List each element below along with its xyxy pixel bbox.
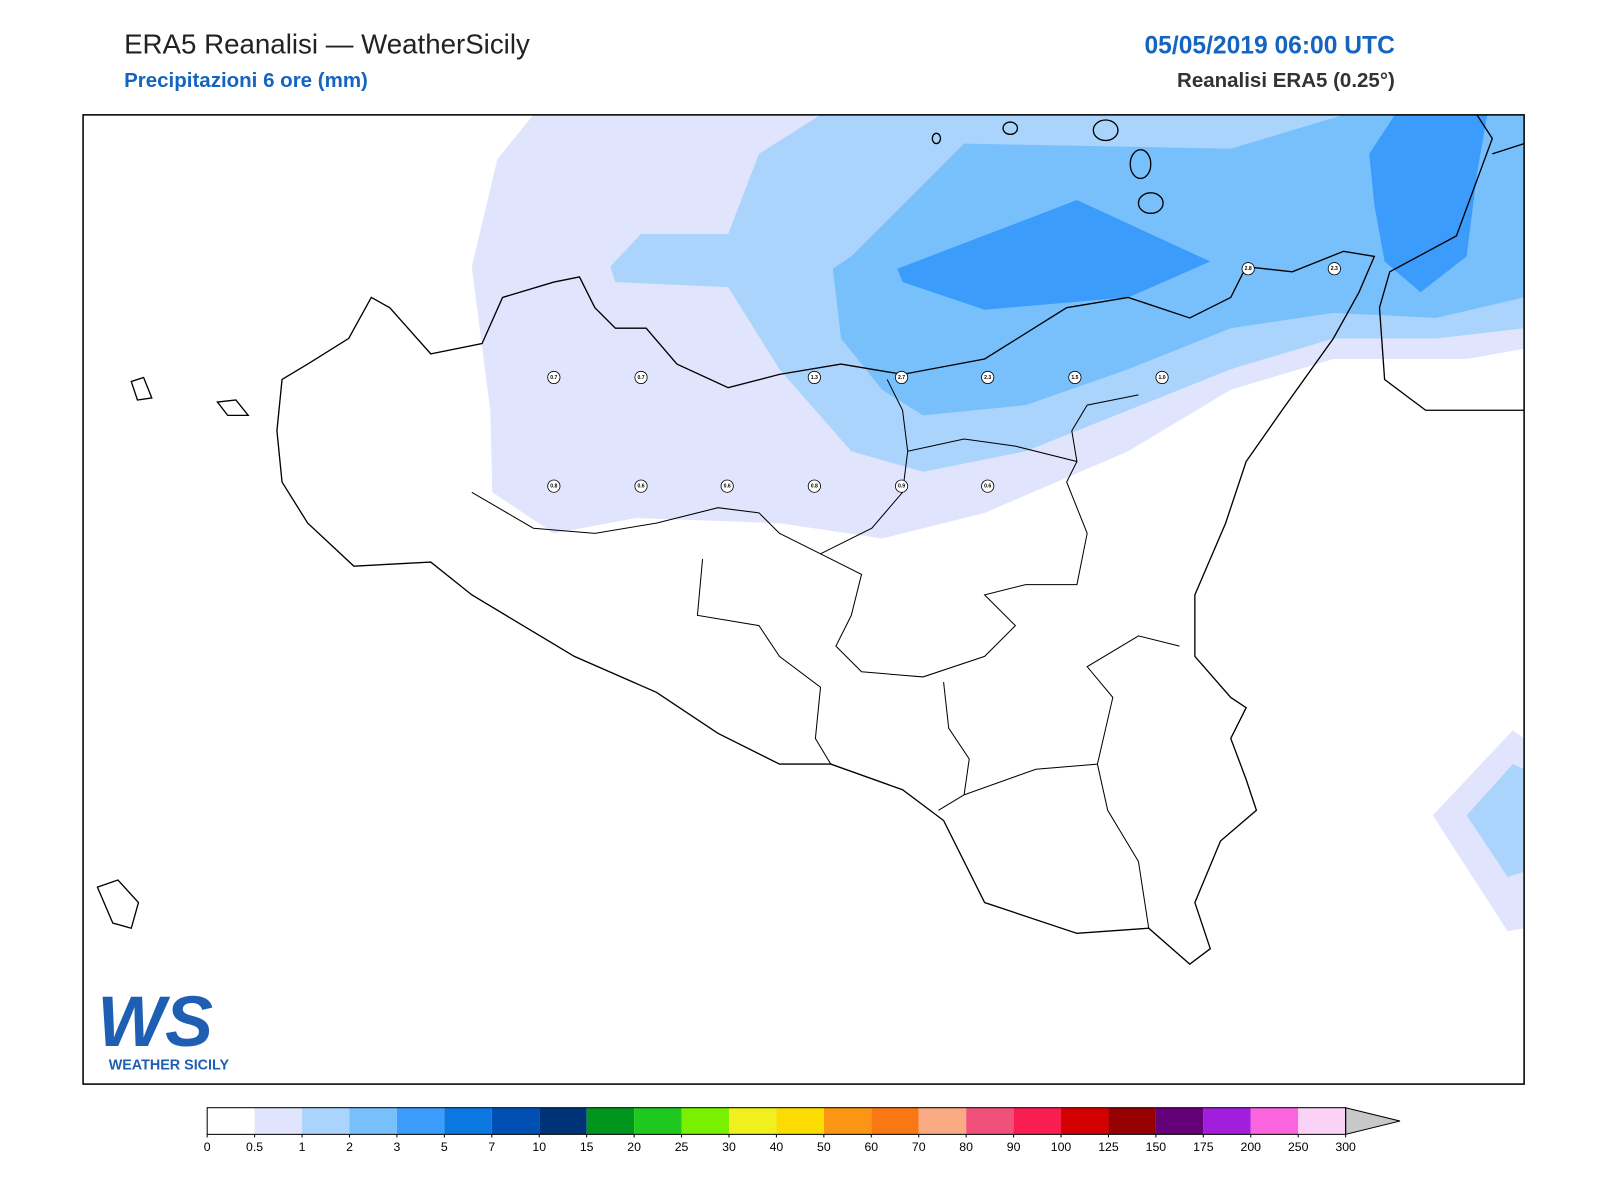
datetime: 05/05/2019 06:00 UTC [1144, 32, 1395, 59]
colorbar-bin [1250, 1107, 1299, 1135]
colorbar-bin [349, 1107, 397, 1135]
station-value: 0.6 [724, 484, 731, 490]
colorbar-bin [966, 1107, 1014, 1135]
station-value: 2.3 [1331, 266, 1338, 272]
colorbar-tick-label: 10 [532, 1140, 546, 1154]
colorbar-bin [871, 1107, 919, 1135]
station-value: 2.7 [898, 375, 905, 381]
colorbar-bin [1298, 1107, 1346, 1135]
colorbar-tick-label: 5 [441, 1140, 448, 1154]
station-value: 0.8 [811, 484, 818, 490]
coastlines [96, 114, 1525, 965]
station-marker [720, 479, 734, 493]
colorbar-tick-label: 100 [1051, 1140, 1072, 1154]
colorbar-tick-label: 30 [722, 1140, 736, 1154]
station-value: 1.5 [1071, 375, 1078, 381]
colorbar: 0 0.5 1 2 3 5 7 10 15 20 25 30 40 50 60 70 80 90 100 125 150… [204, 1107, 1401, 1154]
colorbar-tick-label: 60 [864, 1140, 878, 1154]
station-value: 0.8 [550, 484, 557, 490]
colorbar-tick-label: 40 [770, 1140, 784, 1154]
colorbar-bin [823, 1107, 872, 1135]
colorbar-bin [491, 1107, 540, 1135]
station-value: 0.6 [637, 484, 644, 490]
station-marker [634, 370, 648, 384]
station-marker [547, 370, 561, 384]
colorbar-tick-label: 70 [912, 1140, 926, 1154]
colorbar-bin [634, 1107, 682, 1135]
title: ERA5 Reanalisi — WeatherSicily [124, 28, 530, 59]
station-marker [1068, 370, 1082, 384]
subtitle: Precipitazioni 6 ore (mm) [124, 69, 368, 92]
logo: WS WEATHER SICILY [97, 982, 229, 1074]
colorbar-tick-label: 80 [959, 1140, 973, 1154]
colorbar-tick-label: 0.5 [246, 1140, 263, 1154]
station-marker [1241, 262, 1255, 276]
colorbar-tick-label: 300 [1335, 1140, 1356, 1154]
colorbar-bin [1203, 1107, 1251, 1135]
station-value: 1.0 [1158, 375, 1165, 381]
station-value: 2.3 [984, 375, 991, 381]
colorbar-tick-label: 25 [675, 1140, 689, 1154]
station-marker [807, 370, 821, 384]
colorbar-bin [396, 1107, 445, 1135]
colorbar-bin [681, 1107, 729, 1135]
colorbar-tick-label: 200 [1241, 1140, 1262, 1154]
province-borders [471, 379, 1180, 929]
colorbar-bin [728, 1107, 777, 1135]
colorbar-bin [918, 1107, 967, 1135]
map-frame [82, 114, 1525, 1085]
model: Reanalisi ERA5 (0.25°) [1177, 69, 1395, 92]
colorbar-tick-label: 3 [394, 1140, 401, 1154]
station-value: 0.7 [637, 375, 644, 381]
colorbar-bin [302, 1107, 350, 1135]
station-marker [894, 370, 909, 384]
station-value: 0.7 [550, 375, 557, 381]
station-value: 1.3 [811, 375, 818, 381]
colorbar-tick-label: 15 [580, 1140, 594, 1154]
colorbar-tick-label: 1 [299, 1140, 306, 1154]
colorbar-tick-label: 2 [346, 1140, 353, 1154]
map: 0.7 0.7 1.3 2.7 2.3 1.5 1.0 2.8 2.3 0.8 0.6 0.6 0.8 0… [96, 114, 1525, 1074]
colorbar-bin [1155, 1107, 1204, 1135]
colorbar-tick-label: 250 [1288, 1140, 1309, 1154]
precip-field [471, 114, 1525, 932]
station-labels: 0.7 0.7 1.3 2.7 2.3 1.5 1.0 2.8 2.3 0.8 0.6 0.6 0.8 0… [547, 262, 1341, 493]
station-marker [634, 479, 648, 493]
colorbar-bin [1108, 1107, 1156, 1135]
colorbar-bin [539, 1107, 587, 1135]
colorbar-tick-label: 7 [488, 1140, 495, 1154]
colorbar-extension [1345, 1107, 1401, 1136]
station-marker [894, 479, 909, 493]
station-marker [807, 479, 821, 493]
colorbar-bin [586, 1107, 635, 1135]
colorbar-tick-label: 50 [817, 1140, 831, 1154]
station-value: 0.9 [898, 484, 905, 490]
station-value: 2.8 [1245, 266, 1252, 272]
station-marker [1155, 370, 1169, 384]
colorbar-bin [444, 1107, 492, 1135]
colorbar-bin [776, 1107, 824, 1135]
colorbar-tick-label: 175 [1193, 1140, 1214, 1154]
colorbar-tick-label: 125 [1098, 1140, 1119, 1154]
station-marker [547, 479, 561, 493]
colorbar-bin [1061, 1107, 1109, 1135]
logo-mark: WS [97, 982, 213, 1062]
colorbar-bin [207, 1107, 255, 1135]
station-marker [1327, 262, 1341, 276]
station-marker [981, 479, 995, 493]
colorbar-tick-label: 0 [204, 1140, 211, 1154]
logo-name: WEATHER SICILY [109, 1058, 230, 1074]
colorbar-tick-label: 90 [1007, 1140, 1021, 1154]
station-marker [981, 370, 995, 384]
colorbar-tick-label: 20 [627, 1140, 641, 1154]
station-value: 0.6 [984, 484, 991, 490]
colorbar-bin [254, 1107, 303, 1135]
colorbar-bin [1013, 1107, 1062, 1135]
colorbar-tick-label: 150 [1146, 1140, 1167, 1154]
